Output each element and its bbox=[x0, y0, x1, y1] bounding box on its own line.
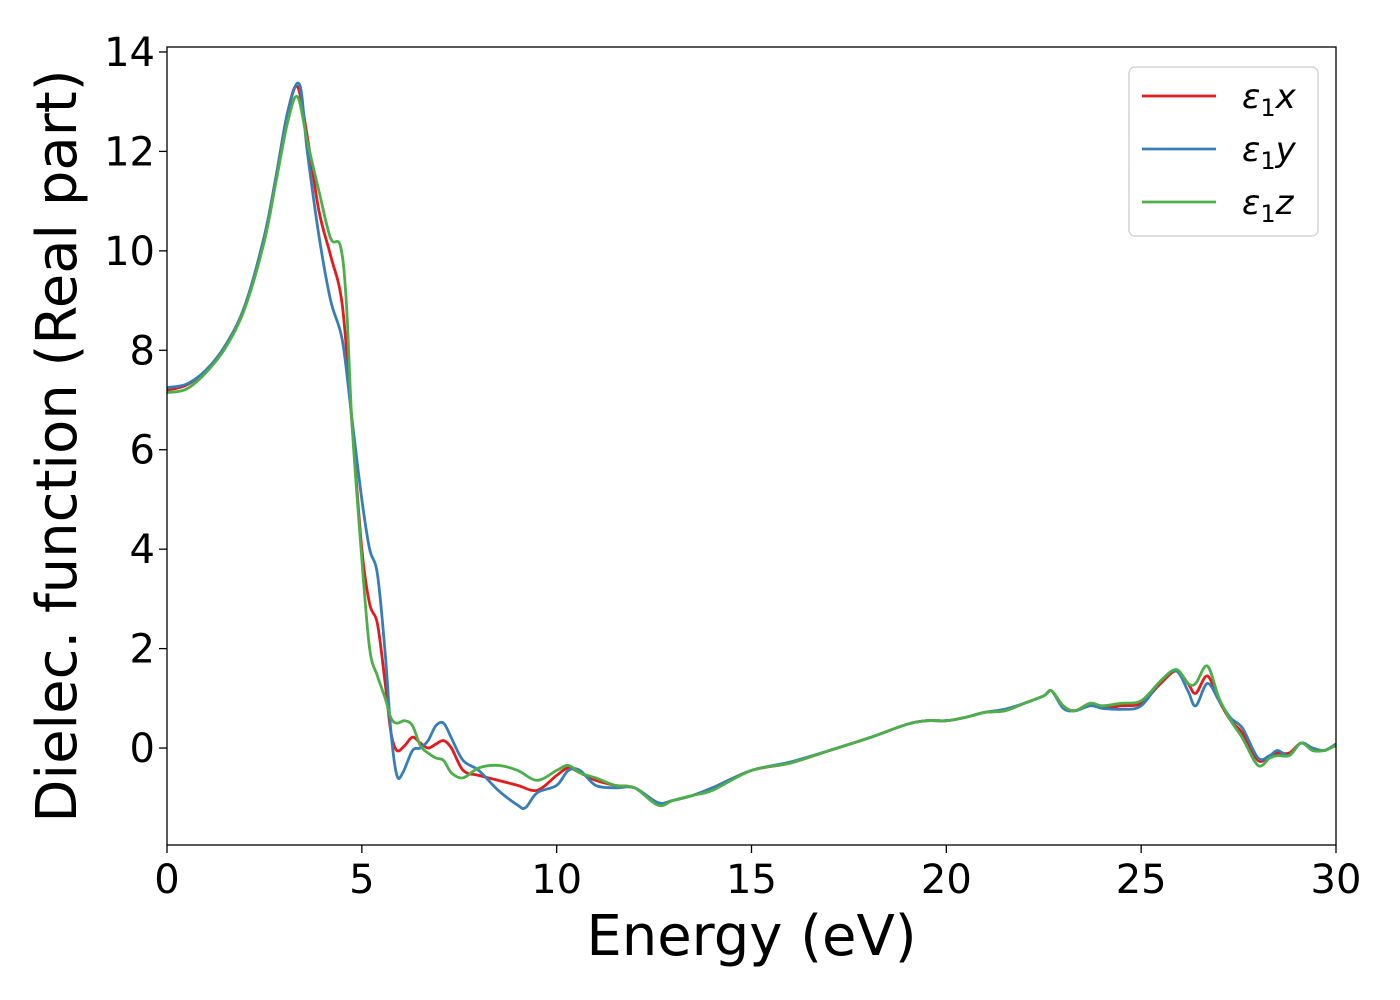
y-tick-label: 4 bbox=[130, 527, 155, 573]
x-axis-title: Energy (eV) bbox=[586, 904, 916, 969]
x-tick-label: 25 bbox=[1116, 857, 1167, 903]
legend-label: ε1x bbox=[1242, 77, 1297, 122]
x-tick-label: 30 bbox=[1311, 857, 1362, 903]
legend-label: ε1y bbox=[1242, 130, 1297, 175]
ticks-layer: 0 5 10 15 20 25 30 0 2 4 6 8 10 12 14 bbox=[104, 30, 1361, 903]
x-tick-label: 20 bbox=[921, 857, 972, 903]
y-tick-label: 2 bbox=[130, 627, 155, 673]
series-line-z bbox=[167, 94, 1336, 808]
x-tick-label: 10 bbox=[531, 857, 582, 903]
y-tick-label: 14 bbox=[104, 30, 155, 76]
legend-frame bbox=[1128, 66, 1319, 237]
y-axis-title: Dielec. function (Real part) bbox=[25, 69, 90, 822]
x-tick-label: 5 bbox=[349, 857, 374, 903]
y-tick-label: 8 bbox=[130, 328, 155, 374]
y-tick-label: 6 bbox=[130, 428, 155, 474]
y-tick-label: 12 bbox=[104, 129, 155, 175]
series-layer bbox=[167, 81, 1336, 811]
y-tick-label: 0 bbox=[130, 726, 155, 772]
x-tick-label: 0 bbox=[154, 857, 179, 903]
legend: ε1x ε1y ε1z bbox=[1128, 66, 1319, 237]
y-tick-label: 10 bbox=[104, 229, 155, 275]
legend-label: ε1z bbox=[1242, 183, 1295, 228]
x-tick-label: 15 bbox=[726, 857, 777, 903]
